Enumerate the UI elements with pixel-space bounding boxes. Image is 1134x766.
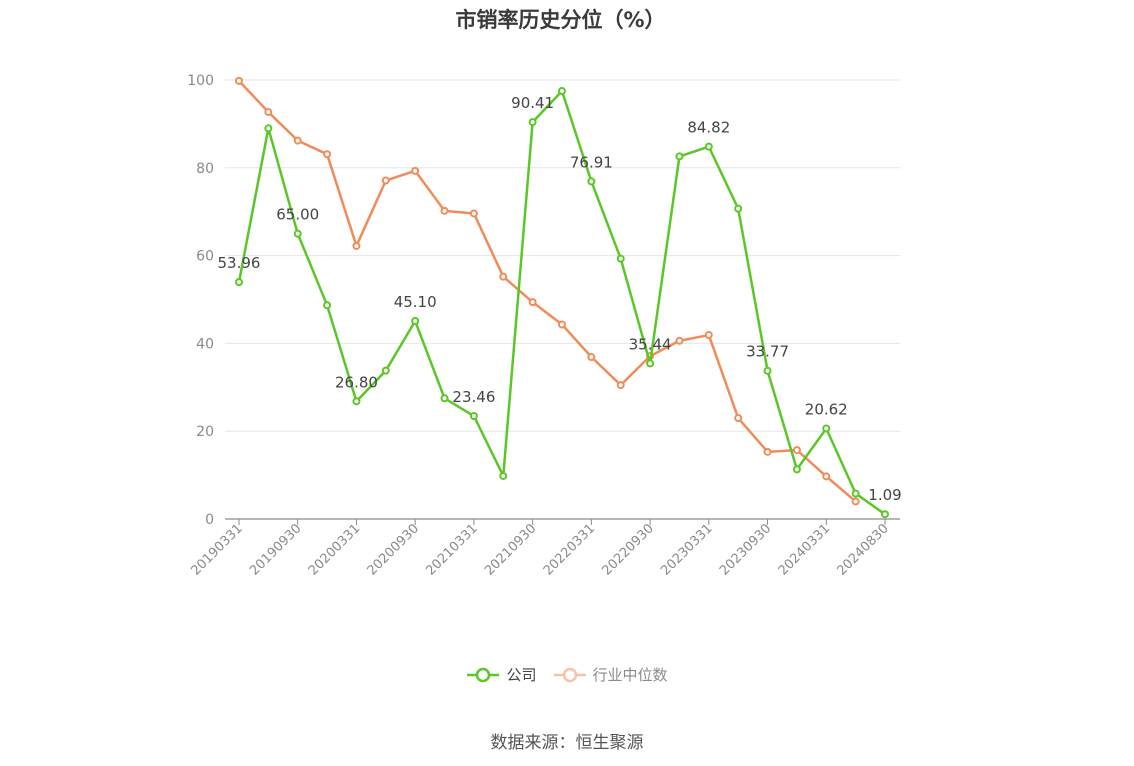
data-point-industry-median <box>352 241 361 250</box>
legend-company-line-icon <box>467 667 500 682</box>
grid-lines <box>225 79 900 432</box>
data-label-company: 53.96 <box>218 254 261 272</box>
data-label-company: 35.44 <box>629 335 672 353</box>
x-tick-label: 20210930 <box>482 521 539 578</box>
data-point-industry-median <box>822 472 831 481</box>
data-label-company: 1.09 <box>868 486 901 504</box>
data-point-company <box>734 204 743 213</box>
data-point-company <box>587 177 596 186</box>
data-point-industry-median <box>734 414 743 423</box>
data-point-industry-median <box>616 381 625 390</box>
data-point-industry-median <box>763 447 772 456</box>
data-point-industry-median <box>381 176 390 185</box>
data-point-industry-median <box>558 320 566 329</box>
data-point-company <box>646 359 655 368</box>
data-point-industry-median <box>792 446 801 455</box>
x-tick-label: 20190331 <box>188 521 245 578</box>
legend-label-industry-median: 行业中位数 <box>592 666 668 684</box>
legend-label-company: 公司 <box>506 666 537 684</box>
data-point-industry-median <box>440 206 449 215</box>
data-point-company <box>293 229 302 238</box>
data-point-company <box>264 124 273 133</box>
data-point-industry-median <box>528 298 537 307</box>
x-tick-label: 20230331 <box>658 521 715 578</box>
data-label-company: 33.77 <box>746 343 789 361</box>
data-point-company <box>323 301 332 310</box>
data-labels: 53.96 65.00 26.80 45.10 23.46 90.41 76.91 35.44… <box>218 94 902 504</box>
y-tick-label: 40 <box>196 336 214 352</box>
data-point-industry-median <box>469 209 478 218</box>
data-point-company <box>763 366 772 375</box>
data-label-company: 45.10 <box>394 293 437 311</box>
data-label-company: 90.41 <box>511 94 554 112</box>
legend-item-industry-median[interactable]: 行业中位数 <box>553 664 668 685</box>
y-tick-label: 20 <box>196 424 214 440</box>
x-tick-label: 20200331 <box>306 521 363 578</box>
data-point-company <box>235 278 243 287</box>
data-point-company <box>558 86 566 95</box>
y-tick-label: 60 <box>196 249 214 265</box>
data-point-company <box>440 394 449 403</box>
data-point-industry-median <box>675 336 684 345</box>
data-point-industry-median <box>323 150 332 159</box>
data-label-company: 76.91 <box>570 153 613 171</box>
data-point-industry-median <box>235 76 243 85</box>
data-point-industry-median <box>411 166 420 175</box>
x-tick-label: 20240830 <box>834 521 891 578</box>
x-tick-label: 20190930 <box>247 521 304 578</box>
data-point-company <box>469 412 478 421</box>
data-point-industry-median <box>264 108 273 117</box>
x-tick-label: 20230930 <box>717 521 774 578</box>
data-point-company <box>411 317 420 326</box>
data-point-company <box>528 118 537 127</box>
legend-industry-line-icon <box>553 667 586 682</box>
data-point-company <box>704 142 713 151</box>
legend-item-company[interactable]: 公司 <box>466 664 537 685</box>
data-point-industry-median <box>293 136 302 145</box>
data-point-company <box>616 254 625 263</box>
series-lines <box>235 76 889 519</box>
y-tick-label: 80 <box>196 161 214 177</box>
x-tick-label: 20220331 <box>541 521 598 578</box>
y-tick-label: 100 <box>187 73 214 89</box>
data-label-company: 20.62 <box>805 400 848 418</box>
data-label-company: 65.00 <box>276 206 319 224</box>
legend: 公司 行业中位数 <box>0 664 1134 685</box>
chart-title: 市销率历史分位（%） <box>455 8 666 32</box>
data-point-company <box>499 471 508 480</box>
data-point-industry-median <box>587 353 596 362</box>
data-point-company <box>851 489 860 498</box>
data-label-company: 26.80 <box>335 373 378 391</box>
data-label-company: 84.82 <box>687 119 730 137</box>
data-point-industry-median <box>851 497 860 506</box>
x-tick-label: 20200930 <box>365 521 422 578</box>
x-tick-label: 20240331 <box>776 521 833 578</box>
series-line-industry-median <box>238 80 857 503</box>
data-point-industry-median <box>499 272 508 281</box>
data-point-company <box>381 366 390 375</box>
data-label-company: 23.46 <box>452 388 495 406</box>
y-tick-label: 0 <box>205 512 214 528</box>
source-note: 数据来源：恒生聚源 <box>490 733 644 753</box>
data-point-company <box>675 152 684 161</box>
data-point-company <box>352 397 361 406</box>
axes: 0 20 40 60 80 100 20190331 20190930 20200331 2020… <box>187 73 900 579</box>
data-point-industry-median <box>704 331 713 340</box>
data-point-company <box>792 465 801 474</box>
x-tick-label: 20210331 <box>423 521 480 578</box>
x-tick-label: 20220930 <box>600 521 657 578</box>
data-point-company <box>881 510 889 519</box>
data-point-company <box>822 424 831 433</box>
